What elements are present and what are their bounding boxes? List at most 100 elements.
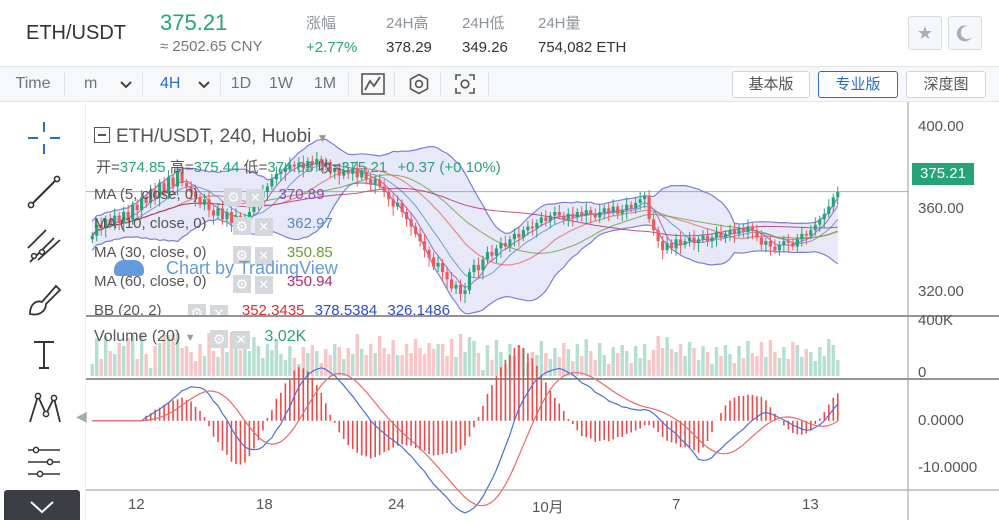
candle-body <box>674 239 678 249</box>
close-icon[interactable]: ✕ <box>246 189 265 207</box>
candle <box>449 272 454 293</box>
volume-bar <box>108 351 112 376</box>
theme-toggle-button[interactable] <box>948 16 982 50</box>
candle-body <box>836 191 840 198</box>
crosshair-tool[interactable] <box>24 118 64 158</box>
settings-icon[interactable]: ⚙ <box>232 217 251 235</box>
candle <box>445 266 449 289</box>
pattern-tool[interactable] <box>24 388 64 428</box>
candle <box>670 239 674 254</box>
volume-bar <box>216 357 220 376</box>
candle <box>755 224 759 242</box>
candle <box>589 206 593 223</box>
candle-body <box>557 212 561 216</box>
candle <box>634 197 638 214</box>
indicator-name: BB (20, 2) <box>94 302 162 315</box>
candle-body <box>220 208 225 220</box>
candle-body <box>180 171 184 183</box>
text-tool[interactable] <box>24 334 64 374</box>
settings-icon[interactable]: ⚙ <box>224 188 243 206</box>
volume-bar <box>409 353 413 376</box>
candle <box>297 157 301 174</box>
settings-icon[interactable]: ⚙ <box>232 246 251 264</box>
screenshot-button[interactable] <box>448 67 482 101</box>
close-icon[interactable]: ✕ <box>254 218 273 236</box>
volume-bar <box>674 352 678 376</box>
indicator-ma30[interactable]: MA (30, close, 0) ⚙ ✕ 350.85 <box>94 244 333 265</box>
candle <box>692 230 696 251</box>
settings-icon[interactable]: ⚙ <box>232 275 251 293</box>
volume-bar <box>279 354 283 376</box>
chart-canvas[interactable] <box>86 102 999 520</box>
volume-bar <box>602 355 606 376</box>
candle-body <box>575 212 579 218</box>
interval-select[interactable]: 4H <box>148 67 218 101</box>
candle-body <box>818 219 822 225</box>
volume-bar <box>95 338 99 376</box>
collapse-tools-button[interactable] <box>4 490 80 520</box>
candle <box>113 208 117 231</box>
ruler-icon <box>28 446 60 478</box>
volume-legend[interactable]: Volume (20) ▼ ⚙ ✕ 3.02K <box>94 328 306 349</box>
collapse-legend-icon[interactable] <box>94 127 110 143</box>
candle <box>387 188 391 207</box>
line-chart-icon <box>361 73 385 95</box>
measure-tool[interactable] <box>24 442 64 482</box>
indicators-button[interactable] <box>402 67 436 101</box>
close-icon[interactable]: ✕ <box>209 305 228 315</box>
indicator-ma5[interactable]: MA (5, close, 0) ⚙ ✕ 370.89 <box>94 186 324 207</box>
candle-body <box>719 232 723 238</box>
candle <box>126 204 130 223</box>
pitchfork-tool[interactable] <box>24 226 64 266</box>
ohlc-change: +0.37 (+0.10%) <box>397 159 501 176</box>
candle-body <box>229 212 234 223</box>
candle <box>831 193 835 212</box>
candle <box>454 281 458 294</box>
candle-body <box>472 264 476 273</box>
indicator-bb[interactable]: BB (20, 2) ⚙ ✕ 352.3435 378.5384 326.1486 <box>94 302 450 315</box>
candle <box>328 159 332 178</box>
brush-tool[interactable] <box>24 280 64 320</box>
candle-body <box>387 191 391 200</box>
candle-body <box>598 212 602 218</box>
settings-icon[interactable]: ⚙ <box>210 330 229 348</box>
time-button[interactable]: Time <box>15 75 51 92</box>
candle-body <box>526 226 530 231</box>
interval-1w[interactable]: 1W <box>269 75 293 92</box>
candle-body <box>104 219 108 229</box>
scroll-left-arrow[interactable]: ◀ <box>76 408 87 424</box>
chart-title[interactable]: ETH/USDT, 240, Huobi ▼ <box>94 126 329 148</box>
close-icon[interactable]: ✕ <box>254 247 273 265</box>
candle <box>440 259 445 280</box>
unit-select[interactable]: m <box>72 67 138 101</box>
view-basic-button[interactable]: 基本版 <box>732 71 810 98</box>
volume-bar <box>270 350 274 376</box>
favorite-button[interactable]: ★ <box>908 16 942 50</box>
candle-body <box>696 239 701 243</box>
candle-body <box>409 219 413 227</box>
trendline-tool[interactable] <box>24 172 64 212</box>
close-icon[interactable]: ✕ <box>254 276 273 294</box>
volume-bar <box>831 345 835 376</box>
volume-bar <box>220 337 225 376</box>
close-icon[interactable]: ✕ <box>232 331 251 349</box>
candle <box>566 208 570 227</box>
volume-bar <box>292 358 297 376</box>
view-pro-button[interactable]: 专业版 <box>818 71 898 98</box>
settings-icon[interactable]: ⚙ <box>187 304 206 315</box>
price-chart[interactable]: ETH/USDT, 240, Huobi ▼ 开=374.85 高=375.44… <box>76 102 999 520</box>
volume-bar <box>836 360 840 376</box>
volume-bar <box>472 341 476 376</box>
interval-1d[interactable]: 1D <box>230 75 252 92</box>
interval-1m[interactable]: 1M <box>313 75 337 92</box>
view-depth-button[interactable]: 深度图 <box>906 71 986 98</box>
candle <box>140 190 144 220</box>
pattern-icon <box>29 392 61 423</box>
candle <box>202 193 207 211</box>
ohlc-low: 374.63 <box>267 159 314 176</box>
volume-bar <box>827 339 831 376</box>
indicator-ma60[interactable]: MA (60, close, 0) ⚙ ✕ 350.94 <box>94 273 333 294</box>
chart-type-button[interactable] <box>356 67 390 101</box>
indicator-ma10[interactable]: MA (10, close, 0) ⚙ ✕ 362.97 <box>94 215 333 236</box>
